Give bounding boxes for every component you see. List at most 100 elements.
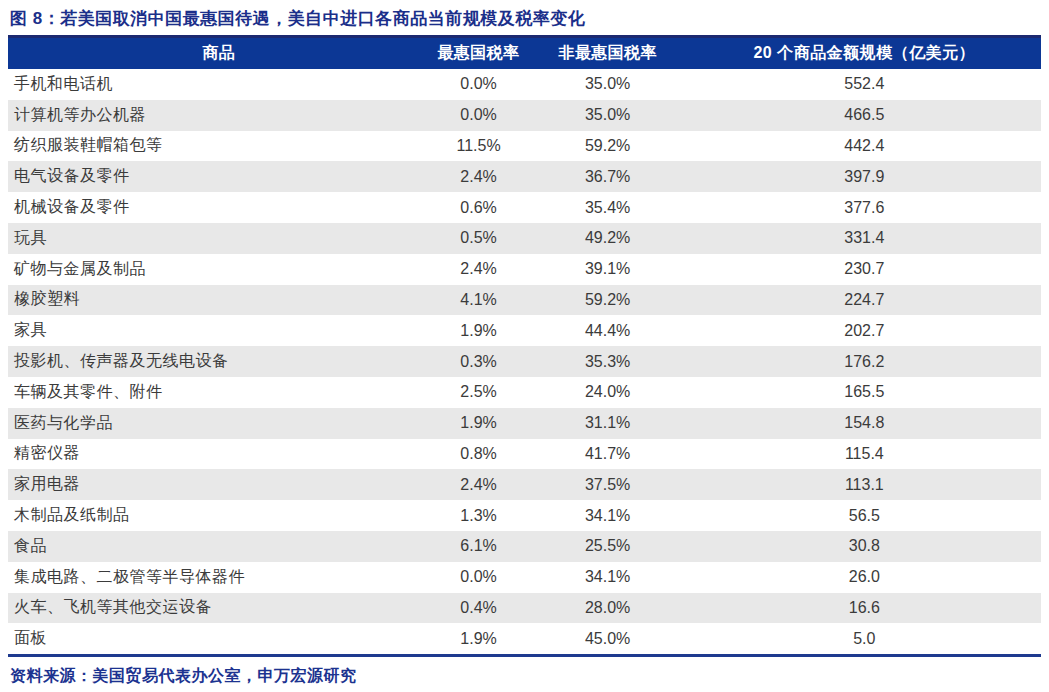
mfn-rate-cell: 0.0% <box>429 100 527 131</box>
mfn-rate-cell: 0.6% <box>429 192 527 223</box>
amount-cell: 552.4 <box>688 69 1041 100</box>
amount-cell: 5.0 <box>688 623 1041 654</box>
product-cell: 医药与化学品 <box>8 408 429 439</box>
non-mfn-rate-cell: 28.0% <box>528 593 688 624</box>
column-header-product: 商品 <box>8 37 429 70</box>
non-mfn-rate-cell: 44.4% <box>528 315 688 346</box>
table-row: 投影机、传声器及无线电设备0.3%35.3%176.2 <box>8 346 1041 377</box>
non-mfn-rate-cell: 24.0% <box>528 377 688 408</box>
amount-cell: 466.5 <box>688 100 1041 131</box>
amount-cell: 30.8 <box>688 531 1041 562</box>
non-mfn-rate-cell: 49.2% <box>528 223 688 254</box>
amount-cell: 442.4 <box>688 131 1041 162</box>
mfn-rate-cell: 4.1% <box>429 285 527 316</box>
non-mfn-rate-cell: 39.1% <box>528 254 688 285</box>
product-cell: 纺织服装鞋帽箱包等 <box>8 131 429 162</box>
product-cell: 手机和电话机 <box>8 69 429 100</box>
mfn-rate-cell: 11.5% <box>429 131 527 162</box>
mfn-rate-cell: 0.0% <box>429 69 527 100</box>
figure-container: 图 8：若美国取消中国最惠国待遇，美自中进口各商品当前规模及税率变化 商品 最惠… <box>0 0 1049 687</box>
non-mfn-rate-cell: 35.4% <box>528 192 688 223</box>
mfn-rate-cell: 2.4% <box>429 254 527 285</box>
non-mfn-rate-cell: 25.5% <box>528 531 688 562</box>
product-cell: 面板 <box>8 623 429 654</box>
mfn-rate-cell: 0.4% <box>429 593 527 624</box>
mfn-rate-cell: 0.8% <box>429 439 527 470</box>
amount-cell: 331.4 <box>688 223 1041 254</box>
table-body: 手机和电话机0.0%35.0%552.4计算机等办公机器0.0%35.0%466… <box>8 69 1041 654</box>
product-cell: 投影机、传声器及无线电设备 <box>8 346 429 377</box>
product-cell: 计算机等办公机器 <box>8 100 429 131</box>
table-row: 电气设备及零件2.4%36.7%397.9 <box>8 161 1041 192</box>
product-cell: 木制品及纸制品 <box>8 500 429 531</box>
product-cell: 电气设备及零件 <box>8 161 429 192</box>
non-mfn-rate-cell: 31.1% <box>528 408 688 439</box>
non-mfn-rate-cell: 45.0% <box>528 623 688 654</box>
product-cell: 食品 <box>8 531 429 562</box>
table-header-row: 商品 最惠国税率 非最惠国税率 20 个商品金额规模（亿美元） <box>8 37 1041 70</box>
amount-cell: 176.2 <box>688 346 1041 377</box>
tariff-table: 商品 最惠国税率 非最惠国税率 20 个商品金额规模（亿美元） 手机和电话机0.… <box>8 35 1041 654</box>
amount-cell: 115.4 <box>688 439 1041 470</box>
product-cell: 家具 <box>8 315 429 346</box>
amount-cell: 230.7 <box>688 254 1041 285</box>
table-row: 玩具0.5%49.2%331.4 <box>8 223 1041 254</box>
non-mfn-rate-cell: 35.3% <box>528 346 688 377</box>
amount-cell: 26.0 <box>688 562 1041 593</box>
amount-cell: 165.5 <box>688 377 1041 408</box>
non-mfn-rate-cell: 59.2% <box>528 285 688 316</box>
table-row: 集成电路、二极管等半导体器件0.0%34.1%26.0 <box>8 562 1041 593</box>
mfn-rate-cell: 6.1% <box>429 531 527 562</box>
amount-cell: 397.9 <box>688 161 1041 192</box>
non-mfn-rate-cell: 35.0% <box>528 100 688 131</box>
table-row: 计算机等办公机器0.0%35.0%466.5 <box>8 100 1041 131</box>
table-row: 家用电器2.4%37.5%113.1 <box>8 469 1041 500</box>
table-row: 火车、飞机等其他交运设备0.4%28.0%16.6 <box>8 593 1041 624</box>
column-header-amount: 20 个商品金额规模（亿美元） <box>688 37 1041 70</box>
non-mfn-rate-cell: 41.7% <box>528 439 688 470</box>
mfn-rate-cell: 1.9% <box>429 623 527 654</box>
figure-title: 图 8：若美国取消中国最惠国待遇，美自中进口各商品当前规模及税率变化 <box>10 8 1041 30</box>
non-mfn-rate-cell: 35.0% <box>528 69 688 100</box>
non-mfn-rate-cell: 59.2% <box>528 131 688 162</box>
table-row: 橡胶塑料4.1%59.2%224.7 <box>8 285 1041 316</box>
table-row: 食品6.1%25.5%30.8 <box>8 531 1041 562</box>
non-mfn-rate-cell: 34.1% <box>528 500 688 531</box>
table-row: 精密仪器0.8%41.7%115.4 <box>8 439 1041 470</box>
mfn-rate-cell: 1.3% <box>429 500 527 531</box>
amount-cell: 16.6 <box>688 593 1041 624</box>
table-row: 机械设备及零件0.6%35.4%377.6 <box>8 192 1041 223</box>
amount-cell: 224.7 <box>688 285 1041 316</box>
table-row: 车辆及其零件、附件2.5%24.0%165.5 <box>8 377 1041 408</box>
table-row: 面板1.9%45.0%5.0 <box>8 623 1041 654</box>
mfn-rate-cell: 0.5% <box>429 223 527 254</box>
amount-cell: 377.6 <box>688 192 1041 223</box>
table-row: 矿物与金属及制品2.4%39.1%230.7 <box>8 254 1041 285</box>
column-header-non-mfn-rate: 非最惠国税率 <box>528 37 688 70</box>
amount-cell: 113.1 <box>688 469 1041 500</box>
footer-rule <box>8 654 1041 657</box>
mfn-rate-cell: 0.3% <box>429 346 527 377</box>
amount-cell: 56.5 <box>688 500 1041 531</box>
mfn-rate-cell: 2.4% <box>429 469 527 500</box>
mfn-rate-cell: 1.9% <box>429 408 527 439</box>
product-cell: 机械设备及零件 <box>8 192 429 223</box>
non-mfn-rate-cell: 36.7% <box>528 161 688 192</box>
mfn-rate-cell: 0.0% <box>429 562 527 593</box>
product-cell: 家用电器 <box>8 469 429 500</box>
product-cell: 集成电路、二极管等半导体器件 <box>8 562 429 593</box>
table-row: 木制品及纸制品1.3%34.1%56.5 <box>8 500 1041 531</box>
amount-cell: 154.8 <box>688 408 1041 439</box>
table-header: 商品 最惠国税率 非最惠国税率 20 个商品金额规模（亿美元） <box>8 37 1041 70</box>
figure-source: 资料来源：美国贸易代表办公室，申万宏源研究 <box>10 666 1041 687</box>
product-cell: 矿物与金属及制品 <box>8 254 429 285</box>
table-row: 手机和电话机0.0%35.0%552.4 <box>8 69 1041 100</box>
product-cell: 火车、飞机等其他交运设备 <box>8 593 429 624</box>
product-cell: 车辆及其零件、附件 <box>8 377 429 408</box>
non-mfn-rate-cell: 34.1% <box>528 562 688 593</box>
mfn-rate-cell: 2.4% <box>429 161 527 192</box>
table-row: 家具1.9%44.4%202.7 <box>8 315 1041 346</box>
mfn-rate-cell: 2.5% <box>429 377 527 408</box>
product-cell: 玩具 <box>8 223 429 254</box>
product-cell: 橡胶塑料 <box>8 285 429 316</box>
